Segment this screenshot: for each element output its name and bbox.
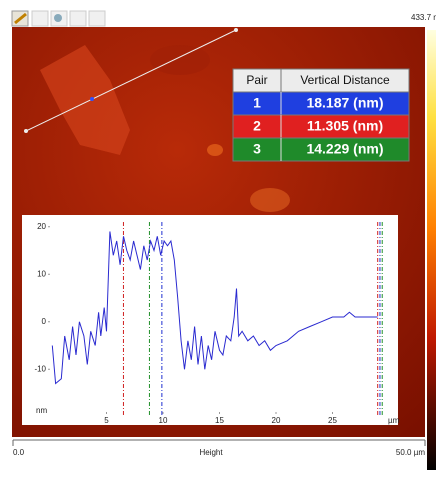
pair-cell: 3: [253, 141, 261, 157]
cursor-dot: [90, 97, 94, 101]
pair-cell: 1: [253, 95, 261, 111]
pair-cell: 2: [253, 118, 261, 134]
y-tick-label: 20: [37, 222, 46, 231]
panel-background: [22, 215, 398, 425]
color-bar: [427, 30, 436, 470]
x-unit: µm: [388, 416, 400, 425]
distance-cell: 18.187 (nm): [306, 95, 383, 111]
distance-cell: 11.305 (nm): [307, 118, 383, 134]
tool-icon: [54, 14, 62, 22]
scale-label: 433.7 n: [411, 13, 436, 22]
x-tick-label: 5: [104, 416, 109, 425]
header-cell: Pair: [246, 73, 267, 87]
axis-end: 50.0 µm: [396, 448, 425, 457]
y-tick-label: 0: [42, 317, 47, 326]
y-tick-label: -10: [34, 364, 46, 373]
y-tick-label: 10: [37, 269, 46, 278]
flake: [250, 188, 290, 212]
screen: 433.7 n Pair Vertical Distance 1 18.187 (…: [0, 0, 436, 485]
line-endpoint[interactable]: [234, 28, 238, 32]
axis-start: 0.0: [13, 448, 25, 457]
distance-cell: 14.229 (nm): [306, 141, 383, 157]
x-tick-label: 10: [159, 416, 168, 425]
x-tick-label: 25: [328, 416, 337, 425]
y-unit: nm: [36, 406, 47, 415]
flake: [207, 144, 223, 156]
flake: [150, 45, 210, 75]
tool-button[interactable]: [89, 11, 105, 26]
header-cell: Vertical Distance: [300, 73, 390, 87]
axis-title: Height: [199, 448, 223, 457]
x-tick-label: 20: [272, 416, 281, 425]
profile-panel: [22, 215, 398, 425]
x-tick-label: 15: [215, 416, 224, 425]
tool-button[interactable]: [70, 11, 86, 26]
measurement-table: Pair Vertical Distance 1 18.187 (nm) 2 11.3…: [233, 69, 409, 161]
line-endpoint[interactable]: [24, 129, 28, 133]
tool-button[interactable]: [32, 11, 48, 26]
